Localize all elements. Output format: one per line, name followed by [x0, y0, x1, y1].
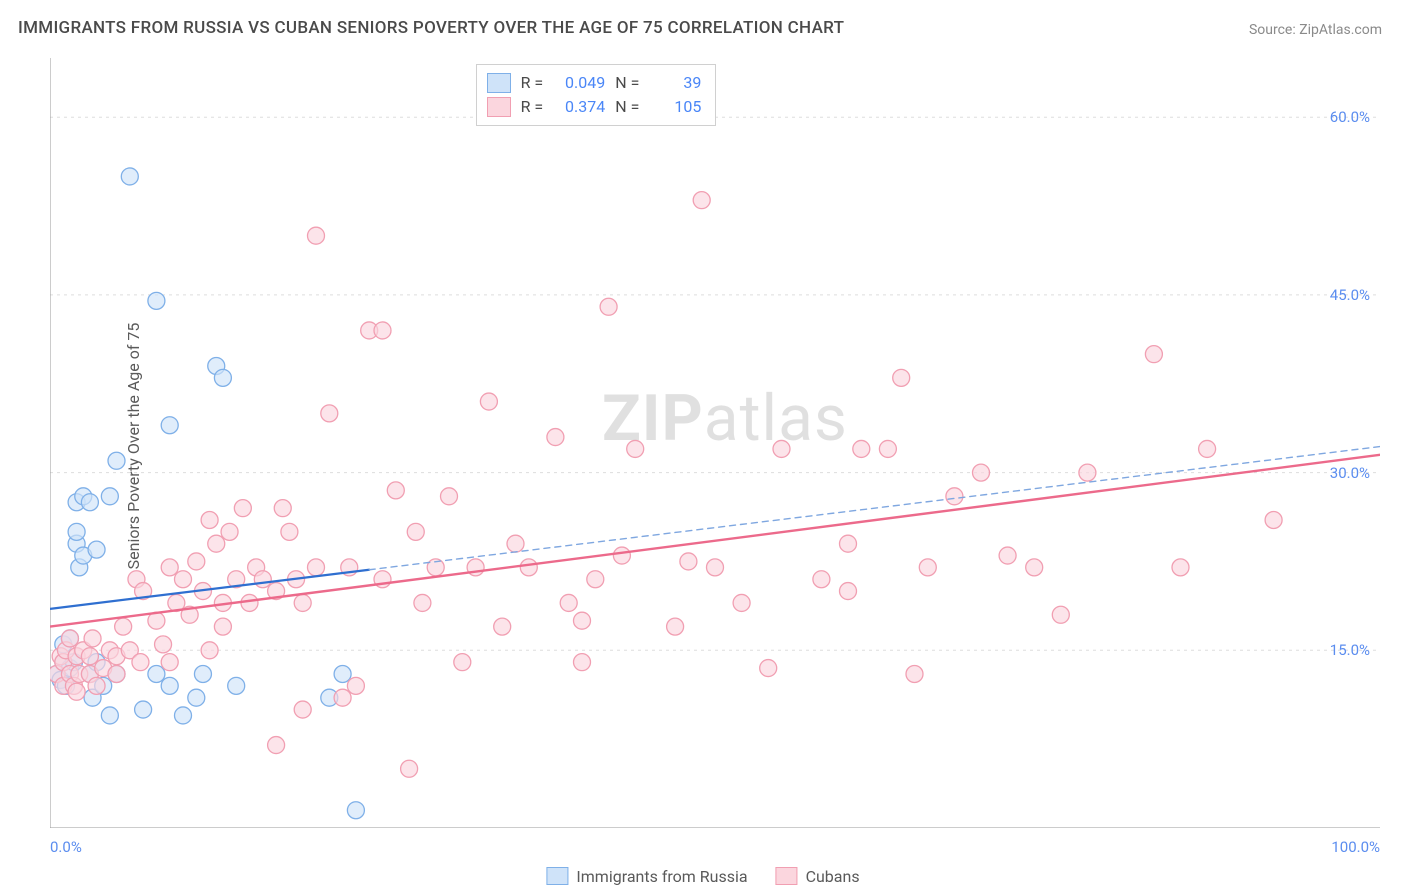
- n-value-russia: 39: [649, 71, 701, 95]
- legend-label-cubans: Cubans: [806, 867, 860, 886]
- legend-label-russia: Immigrants from Russia: [576, 867, 747, 886]
- r-value-russia: 0.049: [553, 71, 605, 95]
- r-label: R =: [521, 95, 544, 119]
- legend-row-russia: R = 0.049 N = 39: [487, 71, 702, 95]
- source-name: ZipAtlas.com: [1299, 22, 1382, 38]
- n-label: N =: [615, 71, 639, 95]
- x-tick-label: 100.0%: [1331, 838, 1380, 856]
- r-value-cubans: 0.374: [553, 95, 605, 119]
- swatch-cubans-icon: [776, 867, 798, 885]
- y-tick-label: 45.0%: [1330, 286, 1370, 304]
- n-value-cubans: 105: [649, 95, 701, 119]
- y-tick-label: 15.0%: [1330, 641, 1370, 659]
- correlation-legend: R = 0.049 N = 39 R = 0.374 N = 105: [476, 64, 717, 126]
- n-label: N =: [615, 95, 639, 119]
- r-label: R =: [521, 71, 544, 95]
- legend-row-cubans: R = 0.374 N = 105: [487, 95, 702, 119]
- legend-item-russia: Immigrants from Russia: [546, 867, 747, 886]
- chart-title: IMMIGRANTS FROM RUSSIA VS CUBAN SENIORS …: [18, 18, 844, 38]
- chart-plot-area: ZIPatlas R = 0.049 N = 39 R = 0.374 N = …: [50, 58, 1380, 828]
- x-tick-label: 0.0%: [50, 838, 82, 856]
- legend-item-cubans: Cubans: [776, 867, 860, 886]
- chart-svg: [50, 58, 1380, 828]
- source-attribution: Source: ZipAtlas.com: [1249, 22, 1382, 38]
- swatch-russia-icon: [487, 73, 511, 93]
- swatch-russia-icon: [546, 867, 568, 885]
- swatch-cubans-icon: [487, 97, 511, 117]
- y-tick-label: 30.0%: [1330, 464, 1370, 482]
- y-tick-label: 60.0%: [1330, 108, 1370, 126]
- series-legend: Immigrants from Russia Cubans: [546, 867, 859, 886]
- source-prefix: Source:: [1249, 22, 1299, 38]
